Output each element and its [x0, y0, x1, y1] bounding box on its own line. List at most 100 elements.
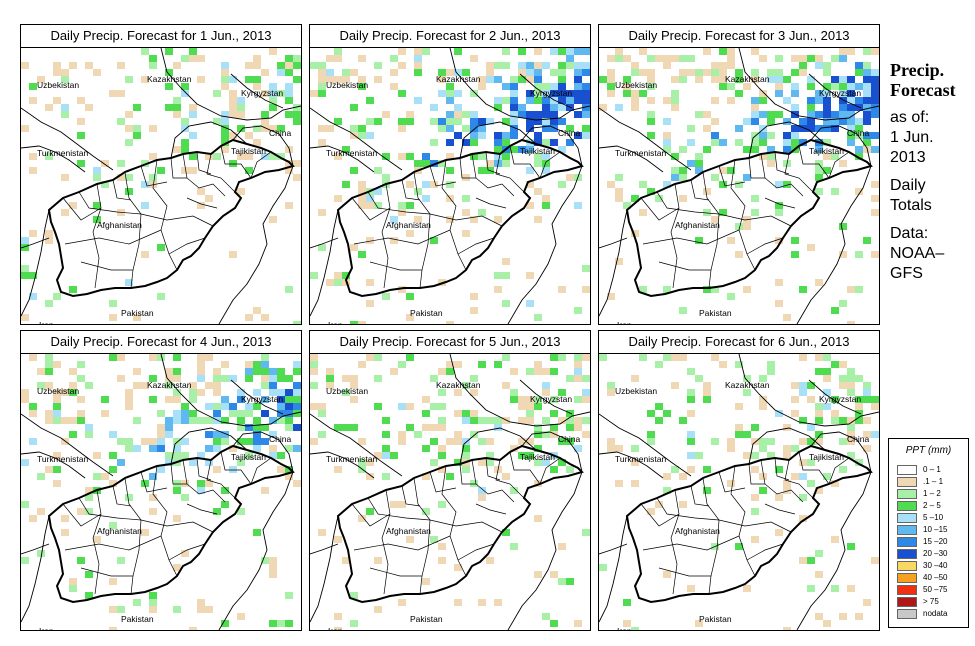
province-border [353, 229, 451, 245]
precip-cell [719, 48, 727, 55]
precip-cell [181, 125, 189, 132]
precip-cell [607, 55, 615, 62]
precip-cell [542, 417, 550, 424]
precip-cell [69, 368, 77, 375]
country-border [310, 543, 339, 555]
precip-cell [213, 431, 221, 438]
precip-cell [245, 361, 253, 368]
precip-cell [582, 396, 590, 403]
precip-cell [767, 76, 775, 83]
precip-cell [438, 424, 446, 431]
province-border [80, 261, 133, 271]
precip-cell [863, 139, 871, 146]
precip-cell [550, 118, 558, 125]
precip-cell [494, 272, 502, 279]
precip-cell [799, 382, 807, 389]
precip-cell [189, 55, 197, 62]
precip-cell [334, 48, 342, 55]
precip-cell [735, 90, 743, 97]
precip-cell [77, 97, 85, 104]
precip-cell [799, 55, 807, 62]
precip-cell [382, 174, 390, 181]
precip-cell [366, 354, 374, 361]
precip-cell [454, 564, 462, 571]
precip-cell [711, 216, 719, 223]
precip-cell [261, 118, 269, 125]
precip-cell [342, 76, 350, 83]
precip-cell [318, 125, 326, 132]
precip-cell [277, 403, 285, 410]
precip-cell [269, 90, 277, 97]
precip-cell [53, 480, 61, 487]
precip-cell [558, 118, 566, 125]
precip-cell [783, 132, 791, 139]
precip-cell [775, 237, 783, 244]
precip-cell [318, 209, 326, 216]
precip-cell [558, 48, 566, 55]
precip-cell [775, 83, 783, 90]
precip-cell [189, 167, 197, 174]
precip-cell [374, 557, 382, 564]
precip-cell [334, 272, 342, 279]
precip-cell [679, 501, 687, 508]
precip-cell [245, 410, 253, 417]
precip-cell [743, 118, 751, 125]
precip-cell [149, 153, 157, 160]
precip-cell [406, 536, 414, 543]
precip-cell [398, 48, 406, 55]
precip-cell [406, 354, 414, 361]
precip-cell [141, 251, 149, 258]
precip-cell [462, 174, 470, 181]
precip-cell [815, 550, 823, 557]
precip-cell [245, 368, 253, 375]
precip-cell [149, 592, 157, 599]
precip-cell [526, 410, 534, 417]
precip-cell [655, 55, 663, 62]
country-label-kazakhstan: Kazakhstan [725, 74, 770, 84]
precip-cell [502, 48, 510, 55]
precip-cell [815, 97, 823, 104]
precip-cell [277, 153, 285, 160]
precip-cell [165, 382, 173, 389]
country-label-china: China [269, 128, 291, 138]
precip-cell [181, 139, 189, 146]
precip-cell [494, 599, 502, 606]
precip-cell [647, 188, 655, 195]
precip-cell [558, 97, 566, 104]
precip-cell [534, 459, 542, 466]
precip-cell [430, 403, 438, 410]
precip-cell [69, 585, 77, 592]
precip-cell [478, 438, 486, 445]
legend-label: 10 –15 [923, 525, 948, 534]
precip-cell [791, 90, 799, 97]
precip-cell [582, 125, 590, 132]
precip-cell [727, 237, 735, 244]
precip-cell [727, 293, 735, 300]
precip-cell [486, 69, 494, 76]
precip-cell [502, 62, 510, 69]
precip-cell [117, 557, 125, 564]
precip-cell [695, 160, 703, 167]
country-label-uzbekistan: Uzbekistan [326, 80, 368, 90]
map-svg: UzbekistanKazakhstanKyrgyzstanChinaTurkm… [599, 354, 879, 630]
precip-cell [510, 543, 518, 550]
precip-cell [173, 389, 181, 396]
precip-cell [318, 410, 326, 417]
precip-cell [125, 111, 133, 118]
precip-cell [831, 83, 839, 90]
precip-cell [607, 438, 615, 445]
province-border [539, 457, 561, 485]
precip-cell [53, 69, 61, 76]
precip-cell [534, 97, 542, 104]
precip-cell [430, 375, 438, 382]
precip-cell [213, 368, 221, 375]
precip-cell [446, 125, 454, 132]
precip-cell [414, 97, 422, 104]
precip-cell [205, 153, 213, 160]
precip-cell [510, 104, 518, 111]
precip-cell [29, 293, 37, 300]
precip-cell [61, 529, 69, 536]
precip-cell [45, 237, 53, 244]
precip-cell [21, 501, 29, 508]
precip-cell [574, 424, 582, 431]
